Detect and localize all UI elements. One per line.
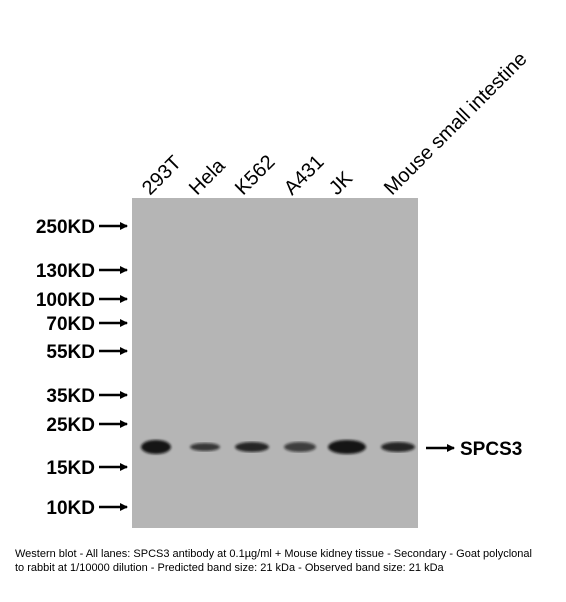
membrane	[132, 198, 418, 528]
lane-label: A431	[280, 151, 329, 200]
band	[235, 442, 269, 452]
marker-label: 250KD	[36, 217, 95, 238]
marker-label: 35KD	[46, 386, 95, 407]
marker-label: 130KD	[36, 261, 95, 282]
band	[190, 443, 220, 451]
band	[328, 440, 366, 454]
marker-label: 10KD	[46, 498, 95, 519]
band	[284, 442, 316, 452]
marker-label: 25KD	[46, 415, 95, 436]
lane-label: K562	[231, 151, 280, 200]
marker-label: 70KD	[46, 314, 95, 335]
band-label: SPCS3	[460, 439, 522, 460]
lane-label: Mouse small intestine	[380, 48, 532, 200]
lane-label: 293T	[138, 152, 186, 200]
western-blot: SPCS3 250KD 130KD 100KD 70KD 55KD 35KD 25KD 15K…	[36, 48, 532, 528]
caption: Western blot - All lanes: SPCS3 antibody…	[15, 548, 532, 574]
marker-label: 100KD	[36, 290, 95, 311]
lane-label: Hela	[185, 154, 230, 199]
band	[381, 442, 415, 452]
marker-label: 55KD	[46, 342, 95, 363]
band	[141, 440, 171, 454]
lane-label: JK	[325, 167, 358, 200]
marker-label: 15KD	[46, 458, 95, 479]
